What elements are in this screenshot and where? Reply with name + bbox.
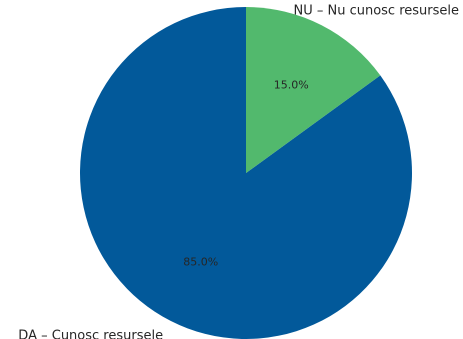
pie-slice-1 <box>246 7 381 173</box>
pie-pct-label-0: 85.0% <box>183 256 218 269</box>
pie-category-label-1: NU – Nu cunosc resursele <box>293 3 459 18</box>
pie-labels: 85.0% DA – Cunosc resursele 15.0% NU – Nu c… <box>18 3 459 339</box>
pie-slice-0 <box>79 7 412 339</box>
pie-slices <box>79 7 412 339</box>
pie-pct-label-1: 15.0% <box>274 78 309 91</box>
pie-category-label-0: DA – Cunosc resursele <box>18 329 163 339</box>
